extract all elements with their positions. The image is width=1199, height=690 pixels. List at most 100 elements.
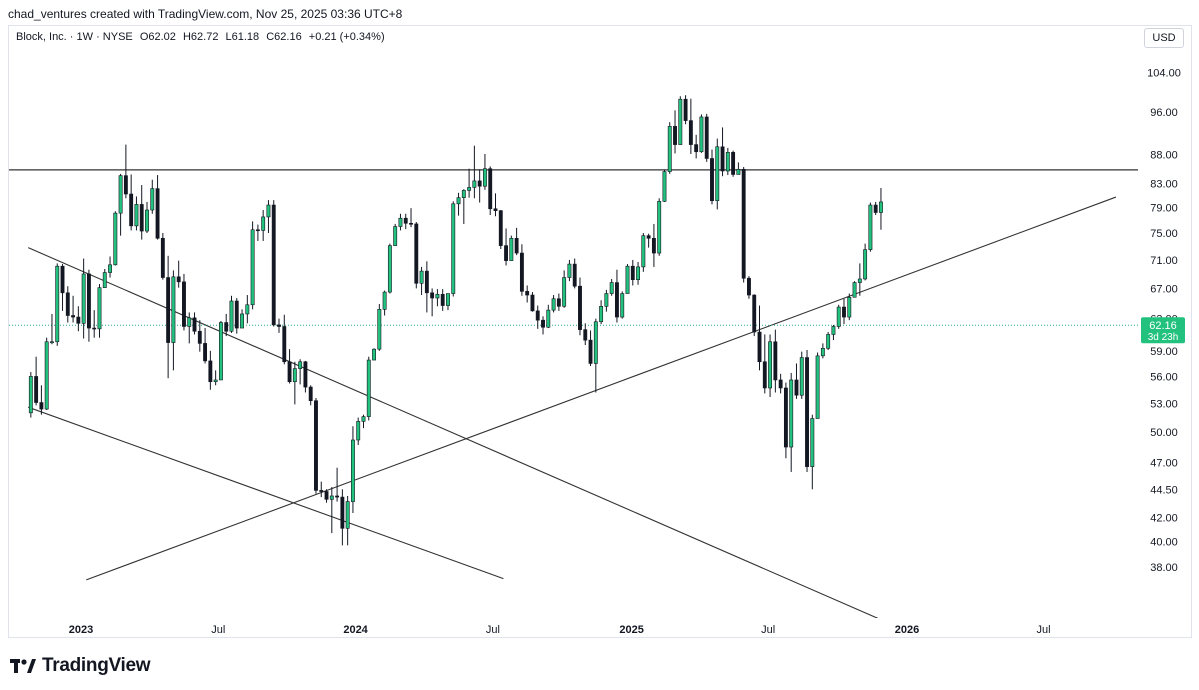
candle-body bbox=[498, 210, 503, 246]
candle-body bbox=[789, 379, 794, 448]
candle bbox=[783, 382, 788, 459]
candle-body bbox=[667, 126, 672, 172]
y-tick-label: 53.00 bbox=[1150, 398, 1178, 410]
candle bbox=[208, 350, 213, 390]
candle bbox=[155, 175, 160, 240]
candle bbox=[129, 174, 134, 231]
candle bbox=[350, 426, 355, 514]
candle-body bbox=[139, 204, 144, 232]
candle bbox=[815, 352, 820, 419]
candle bbox=[630, 259, 635, 286]
candle bbox=[741, 166, 746, 283]
candle-body bbox=[731, 152, 736, 175]
candle-body bbox=[118, 175, 123, 214]
candle bbox=[39, 385, 44, 415]
candle bbox=[720, 127, 725, 177]
candle-body bbox=[636, 266, 641, 280]
candle-body bbox=[625, 265, 630, 294]
candle-body bbox=[329, 495, 334, 500]
candle-body bbox=[641, 235, 646, 268]
candle bbox=[810, 414, 815, 490]
candle bbox=[556, 293, 561, 311]
candle bbox=[108, 256, 112, 278]
candle bbox=[852, 281, 857, 298]
candle bbox=[567, 259, 572, 282]
candle bbox=[382, 290, 387, 316]
candle-body bbox=[530, 294, 535, 312]
candle bbox=[403, 213, 408, 230]
symbol-legend: Block, Inc. · 1W · NYSE O62.02 H62.72 L6… bbox=[16, 31, 389, 43]
candle-body bbox=[741, 168, 746, 279]
candle-body bbox=[266, 204, 271, 218]
tradingview-logo[interactable]: TradingView bbox=[10, 655, 151, 677]
candle bbox=[762, 334, 767, 394]
candle-body bbox=[182, 281, 186, 327]
candle bbox=[541, 316, 545, 335]
candle bbox=[218, 320, 223, 381]
candle bbox=[588, 330, 593, 367]
x-tick-label: 2026 bbox=[895, 624, 919, 636]
candle-body bbox=[762, 361, 767, 389]
candle-body bbox=[842, 306, 846, 318]
candle-body bbox=[187, 317, 192, 327]
candle-body bbox=[398, 217, 403, 227]
x-tick-label: Jul bbox=[211, 624, 225, 636]
candle-body bbox=[86, 273, 91, 329]
candle bbox=[298, 359, 303, 385]
candle-body bbox=[578, 285, 582, 330]
last-price-badge bbox=[1141, 317, 1185, 344]
candle-body bbox=[298, 361, 303, 369]
candle bbox=[203, 328, 208, 364]
candle bbox=[504, 228, 508, 266]
candle-body bbox=[129, 193, 134, 227]
candle bbox=[498, 210, 503, 249]
candle-body bbox=[113, 212, 118, 266]
candle-body bbox=[414, 223, 419, 284]
y-tick-label: 44.50 bbox=[1150, 484, 1178, 496]
candle-body bbox=[826, 334, 831, 349]
x-tick-label: Jul bbox=[761, 624, 775, 636]
candle bbox=[424, 261, 429, 313]
candle-body bbox=[393, 226, 398, 246]
candle bbox=[477, 169, 482, 203]
candle bbox=[435, 289, 440, 307]
candle-body bbox=[720, 146, 725, 172]
symbol-name[interactable]: Block, Inc. · 1W · NYSE bbox=[16, 31, 133, 43]
candle-body bbox=[92, 327, 97, 330]
candle-body bbox=[160, 237, 165, 278]
candle bbox=[440, 289, 445, 311]
candle bbox=[324, 489, 329, 503]
candle bbox=[483, 153, 487, 190]
candle bbox=[282, 314, 287, 365]
candle-body bbox=[556, 298, 561, 307]
y-tick-label: 38.00 bbox=[1150, 562, 1178, 574]
candle-body bbox=[229, 300, 234, 332]
candle-body bbox=[868, 204, 873, 250]
candle-body bbox=[683, 98, 688, 121]
candle bbox=[86, 269, 91, 342]
candle-body bbox=[319, 490, 324, 492]
candle bbox=[694, 134, 699, 159]
candle-body bbox=[303, 361, 308, 388]
candle-body bbox=[76, 316, 81, 324]
candle bbox=[187, 312, 192, 344]
candle bbox=[55, 263, 60, 346]
candle bbox=[387, 243, 392, 294]
y-tick-label: 50.00 bbox=[1150, 427, 1178, 439]
candle-body bbox=[857, 278, 862, 283]
candle bbox=[472, 145, 477, 199]
candle-body bbox=[234, 300, 239, 329]
candle bbox=[836, 304, 841, 329]
candle-body bbox=[166, 277, 171, 343]
bar-countdown-text: 3d 23h bbox=[1148, 332, 1179, 343]
candle-body bbox=[102, 272, 107, 288]
candle bbox=[509, 235, 514, 261]
change-value: +0.21 (+0.34%) bbox=[308, 31, 385, 43]
candle bbox=[546, 304, 551, 329]
candle-body bbox=[456, 197, 461, 205]
high-value: H62.72 bbox=[182, 31, 219, 43]
candle-body bbox=[615, 282, 619, 318]
candle-body bbox=[308, 386, 313, 402]
currency-button[interactable]: USD bbox=[1144, 28, 1184, 48]
